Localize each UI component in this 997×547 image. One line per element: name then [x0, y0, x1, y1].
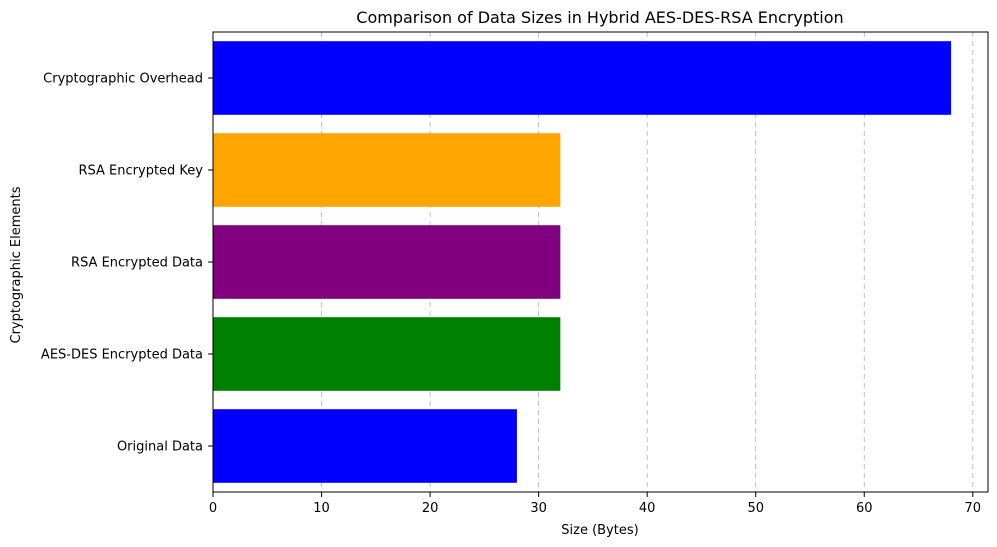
y-axis-label: Cryptographic Elements	[9, 186, 24, 343]
x-tick-label: 40	[639, 501, 656, 516]
x-tick-label: 50	[747, 501, 764, 516]
x-tick-label: 30	[530, 501, 547, 516]
x-tick-label: 0	[209, 501, 217, 516]
x-axis-label: Size (Bytes)	[561, 523, 638, 538]
y-tick-label: RSA Encrypted Data	[71, 256, 203, 271]
bar	[213, 225, 561, 299]
bar	[213, 133, 561, 207]
x-tick-label: 70	[965, 501, 982, 516]
x-tick-label: 20	[422, 501, 439, 516]
x-tick-label: 60	[856, 501, 873, 516]
y-tick-label: Cryptographic Overhead	[43, 72, 203, 87]
x-tick-label: 10	[313, 501, 330, 516]
bar	[213, 317, 561, 391]
chart-title: Comparison of Data Sizes in Hybrid AES-D…	[356, 8, 843, 27]
y-tick-label: Original Data	[117, 440, 203, 455]
y-tick-label: AES-DES Encrypted Data	[41, 348, 203, 363]
ticks-layer: 0 10 20 30 40 50 60 70 Original Data AES-DES Encr…	[41, 72, 981, 517]
bars-layer	[213, 41, 952, 483]
bar	[213, 409, 517, 483]
bar	[213, 41, 952, 115]
y-tick-label: RSA Encrypted Key	[79, 164, 204, 179]
